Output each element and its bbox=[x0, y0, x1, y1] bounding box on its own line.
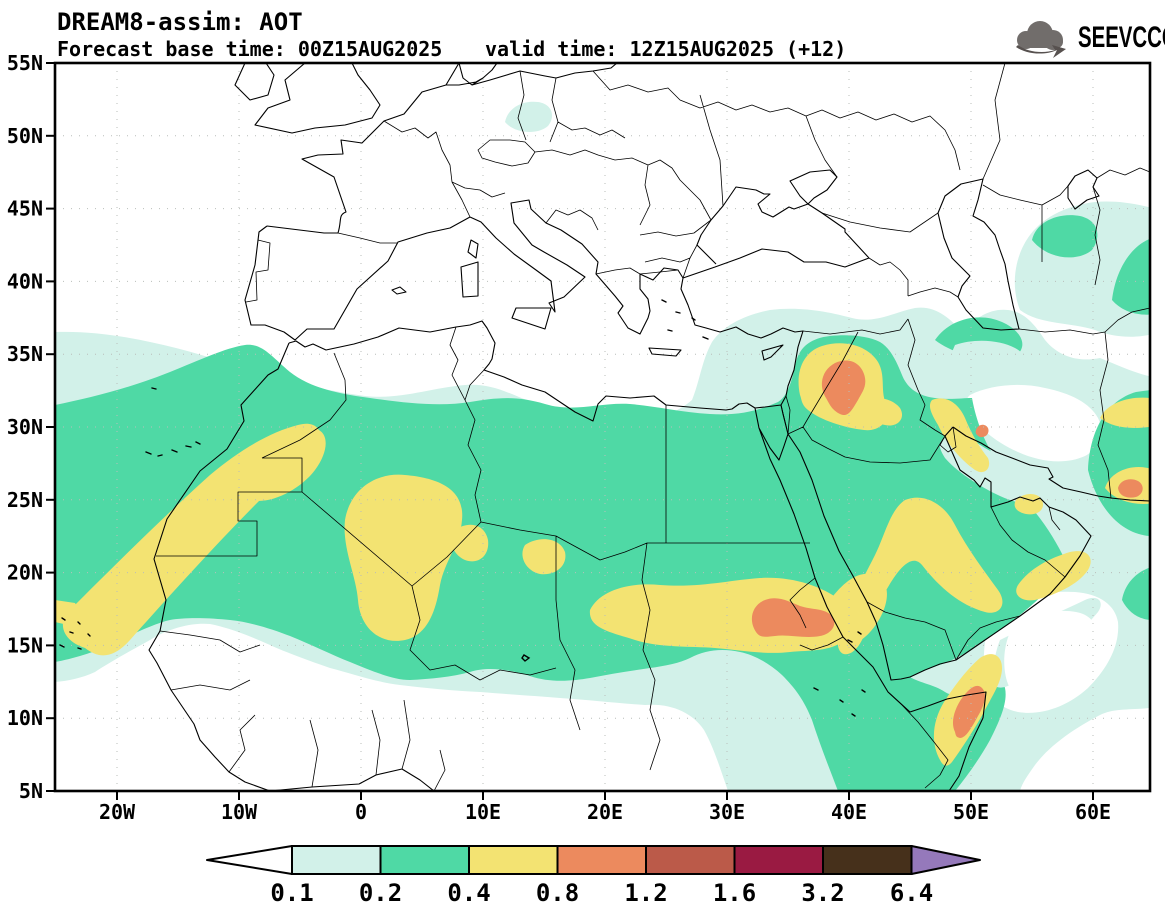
aot-clear-inner-region bbox=[1004, 610, 1097, 698]
lon-tick-label: 20W bbox=[99, 800, 136, 824]
colorbar-label: 1.6 bbox=[713, 879, 756, 905]
forecast-base-time-label: Forecast base time: 00Z15AUG2025 bbox=[57, 37, 442, 61]
lon-tick-label: 60E bbox=[1075, 800, 1111, 824]
aot-cyan-over-green bbox=[939, 340, 1150, 696]
lon-tick-label: 40E bbox=[831, 800, 867, 824]
colorbar-segment bbox=[822, 845, 913, 875]
lat-tick-label: 15N bbox=[7, 633, 43, 657]
aot-field bbox=[55, 63, 1150, 791]
seevccc-logo: SEEVCCC bbox=[1016, 21, 1165, 58]
colorbar-labels: 0.1 0.2 0.4 0.8 1.2 1.6 3.2 6.4 bbox=[270, 879, 933, 905]
axis-ticks bbox=[46, 62, 1094, 800]
colorbar-label: 0.8 bbox=[536, 879, 579, 905]
page-title: DREAM8-assim: AOT bbox=[57, 8, 303, 36]
colorbar: 0.1 0.2 0.4 0.8 1.2 1.6 3.2 6.4 bbox=[206, 845, 981, 905]
colorbar-segment bbox=[645, 845, 736, 875]
latitude-axis: 55N 50N 45N 40N 35N 30N 25N 20N 15N 10N … bbox=[7, 51, 43, 803]
colorbar-segment bbox=[468, 845, 559, 875]
country-borders bbox=[156, 63, 1150, 791]
lat-tick-label: 45N bbox=[7, 197, 43, 221]
colorbar-label: 1.2 bbox=[624, 879, 667, 905]
colorbar-segment bbox=[291, 845, 382, 875]
aot-level-0.2-region bbox=[55, 215, 1150, 791]
lon-tick-label: 10E bbox=[465, 800, 501, 824]
lat-tick-label: 30N bbox=[7, 415, 43, 439]
lon-tick-label: 20E bbox=[587, 800, 623, 824]
colorbar-segment bbox=[733, 845, 824, 875]
lat-tick-label: 50N bbox=[7, 124, 43, 148]
valid-time-label: valid time: 12Z15AUG2025 (+12) bbox=[485, 37, 846, 61]
colorbar-label: 0.2 bbox=[359, 879, 402, 905]
lat-tick-label: 35N bbox=[7, 342, 43, 366]
islands-and-lakes bbox=[59, 299, 866, 717]
colorbar-segment bbox=[556, 845, 647, 875]
lon-tick-label: 30E bbox=[709, 800, 745, 824]
lat-tick-label: 10N bbox=[7, 706, 43, 730]
colorbar-under-arrow bbox=[206, 845, 293, 875]
lon-tick-label: 10W bbox=[221, 800, 258, 824]
lat-tick-label: 55N bbox=[7, 51, 43, 75]
logo-text: SEEVCCC bbox=[1078, 21, 1165, 54]
cloud-icon bbox=[1016, 21, 1066, 58]
lat-tick-label: 25N bbox=[7, 488, 43, 512]
colorbar-label: 0.4 bbox=[447, 879, 490, 905]
colorbar-label: 3.2 bbox=[801, 879, 844, 905]
colorbar-label: 0.1 bbox=[270, 879, 313, 905]
colorbar-label: 6.4 bbox=[890, 879, 933, 905]
lat-tick-label: 20N bbox=[7, 561, 43, 585]
lon-tick-label: 0 bbox=[355, 800, 367, 824]
longitude-axis: 20W 10W 0 10E 20E 30E 40E 50E 60E bbox=[99, 800, 1111, 824]
colorbar-segment bbox=[379, 845, 470, 875]
aot-level-0.4-region bbox=[55, 343, 1150, 766]
colorbar-over-arrow bbox=[910, 845, 981, 875]
graticule bbox=[55, 63, 1150, 791]
lon-tick-label: 50E bbox=[953, 800, 989, 824]
lat-tick-label: 40N bbox=[7, 269, 43, 293]
lat-tick-label: 5N bbox=[19, 779, 43, 803]
